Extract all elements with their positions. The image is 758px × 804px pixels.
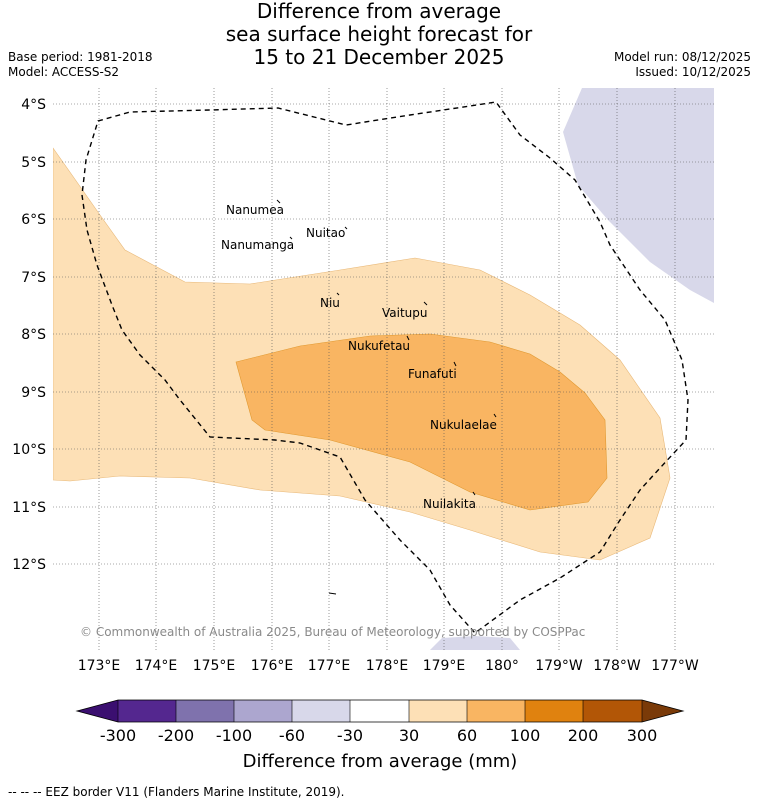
colorbar-tick-300: 300: [627, 726, 658, 745]
island-mark-nanumea: [276, 199, 281, 204]
island-mark-nanumanga: [289, 236, 293, 240]
colorbar-tick-60: 60: [457, 726, 477, 745]
title-line-2: sea surface height forecast for: [225, 22, 533, 46]
lat-label-8S: 8°S: [21, 327, 46, 343]
lon-label-178E: 178°E: [366, 658, 409, 674]
colorbar-swatch-8: [525, 700, 583, 722]
lat-label-10S: 10°S: [12, 442, 46, 458]
issued-date: Issued: 10/12/2025: [635, 65, 751, 79]
island-mark-nukufetau: [406, 335, 410, 341]
model-name: Model: ACCESS-S2: [8, 65, 120, 79]
anomaly-region-60-100: [235, 333, 608, 511]
graticule: [53, 88, 714, 650]
colorbar-swatch-5: [350, 700, 409, 722]
lon-label-173E: 173°E: [78, 658, 121, 674]
lon-label-177W: 177°W: [651, 658, 699, 674]
title-line-3: 15 to 21 December 2025: [253, 45, 505, 69]
colorbar-tick-neg30: -30: [337, 726, 363, 745]
model-run: Model run: 08/12/2025: [613, 50, 751, 64]
colorbar-swatch-over: [642, 700, 683, 722]
colorbar-tick-neg300: -300: [100, 726, 136, 745]
island-mark-funafuti: [453, 361, 457, 367]
lon-label-176E: 176°E: [251, 658, 294, 674]
meta-left: Base period: 1981-2018 Model: ACCESS-S2: [8, 50, 153, 80]
lon-label-179W: 179°W: [535, 658, 583, 674]
colorbar-swatch-3: [234, 700, 292, 722]
colorbar-swatch-6: [409, 700, 467, 722]
island-label-nukufetau: Nukufetau: [348, 339, 410, 353]
colorbar-tick-200: 200: [568, 726, 599, 745]
island-mark-south: [328, 592, 337, 595]
colorbar-swatch-2: [176, 700, 234, 722]
lat-label-12S: 12°S: [12, 557, 46, 573]
map-area: Nanumea Nuitao Nanumanga Niu Vaitupu Nuk…: [53, 88, 714, 650]
island-label-nuitao: Nuitao: [306, 226, 345, 240]
anomaly-region-neg30-60-south: [430, 636, 520, 650]
lon-label-180: 180°: [485, 658, 519, 674]
colorbar-tick-100: 100: [510, 726, 541, 745]
island-label-vaitupu: Vaitupu: [382, 306, 428, 320]
island-label-nanumanga: Nanumanga: [221, 238, 294, 252]
colorbar-swatches: [77, 700, 683, 722]
colorbar-tick-neg100: -100: [216, 726, 252, 745]
copyright-notice: © Commonwealth of Australia 2025, Bureau…: [80, 625, 585, 639]
colorbar-swatch-9: [583, 700, 642, 722]
colorbar: -300 -200 -100 -60 -30 30 60 100 200 300…: [75, 699, 685, 772]
lat-label-6S: 6°S: [21, 212, 46, 228]
island-labels: Nanumea Nuitao Nanumanga Niu Vaitupu Nuk…: [221, 203, 497, 511]
colorbar-tick-neg200: -200: [158, 726, 194, 745]
colorbar-swatch-7: [467, 700, 525, 722]
island-label-nanumea: Nanumea: [226, 203, 284, 217]
island-label-funafuti: Funafuti: [408, 367, 457, 381]
colorbar-swatch-1: [118, 700, 176, 722]
colorbar-title: Difference from average (mm): [243, 751, 518, 772]
colorbar-tick-30: 30: [399, 726, 419, 745]
lat-label-5S: 5°S: [21, 155, 46, 171]
meta-right: Model run: 08/12/2025 Issued: 10/12/2025: [614, 50, 751, 80]
lon-label-178W: 178°W: [593, 658, 641, 674]
lat-label-11S: 11°S: [12, 500, 46, 516]
colorbar-ticks: -300 -200 -100 -60 -30 30 60 100 200 300: [100, 726, 657, 745]
colorbar-swatch-4: [292, 700, 350, 722]
island-label-niu: Niu: [320, 296, 340, 310]
island-mark-nuitao: [344, 226, 348, 230]
lon-label-175E: 175°E: [193, 658, 236, 674]
eez-border: [81, 101, 689, 634]
lon-label-177E: 177°E: [308, 658, 351, 674]
title-line-1: Difference from average: [256, 0, 502, 23]
base-period: Base period: 1981-2018: [8, 50, 153, 64]
lat-label-4S: 4°S: [21, 97, 46, 113]
island-mark-nuilakita: [472, 491, 476, 496]
colorbar-tick-neg60: -60: [279, 726, 305, 745]
island-mark-niu: [336, 292, 340, 296]
longitude-labels: 173°E 174°E 175°E 176°E 177°E 178°E 179°…: [78, 658, 699, 674]
island-label-nukulaelae: Nukulaelae: [430, 418, 497, 432]
lat-label-9S: 9°S: [21, 385, 46, 401]
island-mark-vaitupu: [423, 301, 428, 306]
lat-label-7S: 7°S: [21, 270, 46, 286]
eez-legend-note: -- -- -- EEZ border V11 (Flanders Marine…: [8, 785, 345, 799]
island-marks: [276, 199, 497, 595]
lon-label-179E: 179°E: [423, 658, 466, 674]
lon-label-174E: 174°E: [135, 658, 178, 674]
anomaly-region-neg30-60-east: [563, 88, 714, 303]
map-title: Difference from average sea surface heig…: [0, 0, 758, 69]
island-label-nuilakita: Nuilakita: [423, 497, 476, 511]
colorbar-swatch-under: [77, 700, 118, 722]
island-mark-nukulaelae: [493, 413, 497, 418]
latitude-labels: 4°S 5°S 6°S 7°S 8°S 9°S 10°S 11°S 12°S: [12, 97, 46, 573]
colorbar-dividers: [117, 700, 643, 722]
